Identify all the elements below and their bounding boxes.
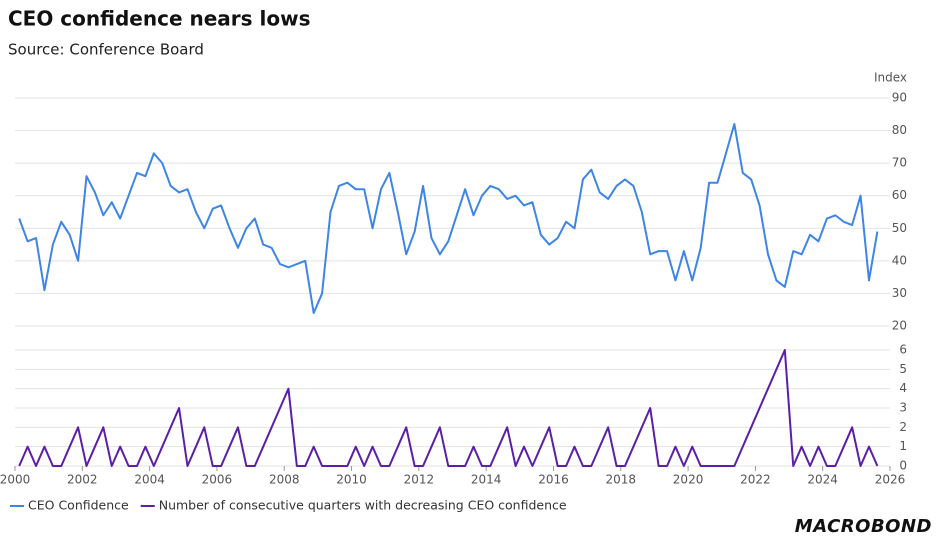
x-tick-label: 2006 [202,473,233,487]
x-tick-label: 2000 [0,473,30,487]
y-tick-label: 2 [899,420,907,434]
y-tick-label: 4 [899,381,907,395]
data-line [18,349,879,467]
y-axis-label: Index [874,71,907,85]
x-tick-label: 2022 [740,473,771,487]
y-tick-label: 5 [899,362,907,376]
y-tick-label: 40 [892,253,907,267]
x-tick-label: 2020 [673,473,704,487]
x-tick-label: 2024 [807,473,838,487]
logo: MACROBOND [795,516,932,537]
y-tick-label: 6 [899,343,907,357]
x-tick-label: 2002 [67,473,98,487]
y-tick-label: 30 [892,286,907,300]
y-tick-label: 0 [899,459,907,473]
y-tick-label: 70 [892,156,907,170]
x-tick-label: 2016 [538,473,569,487]
y-tick-label: 80 [892,123,907,137]
x-tick-label: 2010 [336,473,367,487]
chart-title: CEO confidence nears lows [8,7,310,31]
x-tick-label: 2014 [471,473,502,487]
x-tick-label: 2026 [875,473,906,487]
legend-label: CEO Confidence [28,498,129,513]
data-line [18,123,879,314]
x-tick-label: 2012 [404,473,435,487]
y-tick-label: 1 [899,439,907,453]
chart-subtitle: Source: Conference Board [8,41,204,59]
x-tick-label: 2008 [269,473,300,487]
y-tick-label: 60 [892,188,907,202]
x-tick-label: 2004 [134,473,165,487]
y-tick-label: 90 [892,91,907,105]
legend-label: Number of consecutive quarters with decr… [159,498,567,513]
y-tick-label: 3 [899,401,907,415]
x-tick-label: 2018 [605,473,636,487]
y-tick-label: 20 [892,319,907,333]
y-tick-label: 50 [892,221,907,235]
